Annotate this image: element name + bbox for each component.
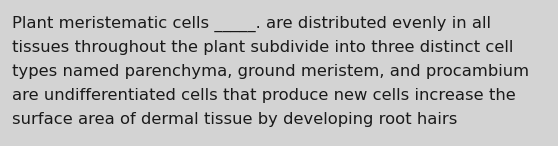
Text: Plant meristematic cells _____. are distributed evenly in all: Plant meristematic cells _____. are dist… xyxy=(12,16,491,32)
Text: surface area of dermal tissue by developing root hairs: surface area of dermal tissue by develop… xyxy=(12,112,458,127)
Text: types named parenchyma, ground meristem, and procambium: types named parenchyma, ground meristem,… xyxy=(12,64,529,79)
Text: are undifferentiated cells that produce new cells increase the: are undifferentiated cells that produce … xyxy=(12,88,516,103)
Text: tissues throughout the plant subdivide into three distinct cell: tissues throughout the plant subdivide i… xyxy=(12,40,513,55)
